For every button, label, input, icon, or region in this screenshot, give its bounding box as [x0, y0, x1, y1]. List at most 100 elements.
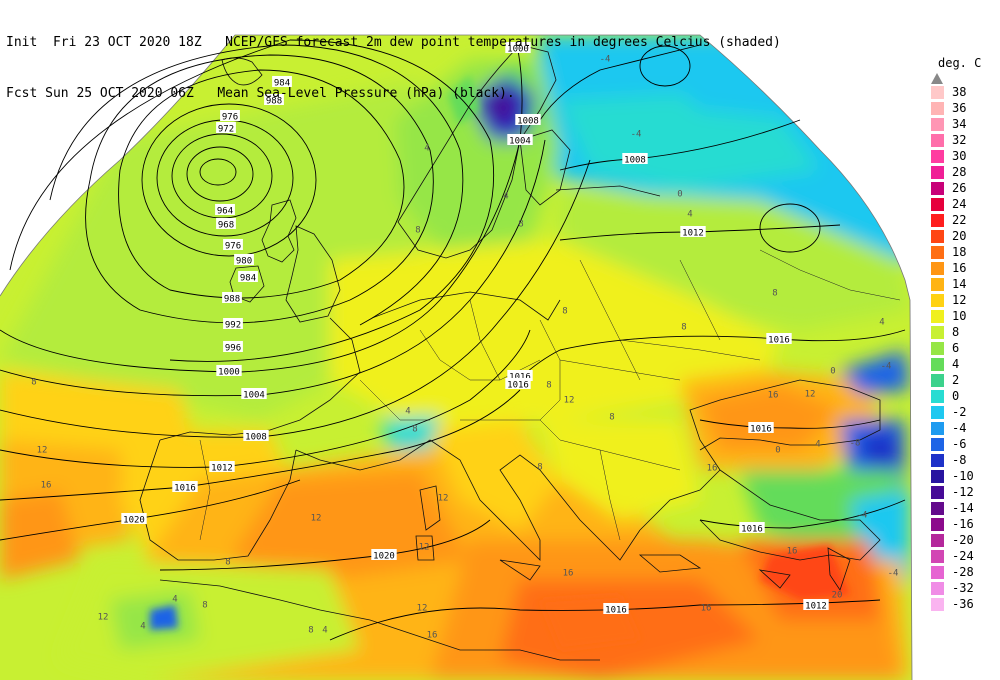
- dewpoint-label: 16: [427, 631, 438, 641]
- legend-label: 26: [952, 181, 967, 195]
- legend-overflow-triangle-icon: [931, 73, 943, 84]
- legend-swatch: [931, 438, 944, 451]
- isobar-label-box: [748, 422, 774, 433]
- dewpoint-label: 8: [308, 626, 313, 636]
- isobar-label: 1000: [507, 45, 529, 55]
- dewpoint-label: 4: [140, 622, 145, 632]
- isobar-label-box: [215, 204, 235, 215]
- header-line-2: Fcst Sun 25 OCT 2020 06Z Mean Sea-Level …: [6, 86, 515, 101]
- legend-swatch: [931, 278, 944, 291]
- legend-swatch: [931, 310, 944, 323]
- legend-label: 12: [952, 293, 967, 307]
- dewpoint-label: 12: [419, 543, 430, 553]
- isobar-label-box: [603, 603, 629, 614]
- isobar-label-box: [243, 430, 269, 441]
- legend-label: 34: [952, 117, 967, 131]
- legend-label: 8: [952, 325, 960, 339]
- dewpoint-label: 0: [677, 190, 682, 200]
- isobar-label: 964: [217, 207, 233, 217]
- isobar-label: 992: [225, 321, 241, 331]
- legend-item: -32: [928, 580, 998, 596]
- legend-item: 20: [928, 228, 998, 244]
- dewpoint-label: 12: [564, 396, 575, 406]
- legend-swatch: [931, 326, 944, 339]
- isobar-label-box: [680, 226, 706, 237]
- isobar-label-box: [241, 388, 267, 399]
- legend-swatch: [931, 182, 944, 195]
- isobar-label: 1012: [805, 602, 827, 612]
- legend-item: 32: [928, 132, 998, 148]
- dewpoint-label: 4: [405, 407, 410, 417]
- isobar-label: 1016: [509, 373, 531, 383]
- legend-label: 6: [952, 341, 960, 355]
- isobar-label-box: [371, 549, 397, 560]
- legend-label: -6: [952, 437, 967, 451]
- legend-label: 4: [952, 357, 960, 371]
- legend-item: 14: [928, 276, 998, 292]
- isobar-label: 1016: [750, 425, 772, 435]
- isobar-label-box: [515, 114, 541, 125]
- dewpoint-label: 4: [687, 210, 692, 220]
- dewpoint-label: 0: [775, 446, 780, 456]
- dewpoint-label: 16: [701, 604, 712, 614]
- isobar-label-box: [216, 365, 242, 376]
- legend-item: 26: [928, 180, 998, 196]
- dewpoint-label: 4: [503, 192, 508, 202]
- isobar-label-box: [223, 239, 243, 250]
- legend-swatch: [931, 118, 944, 131]
- legend-label: 14: [952, 277, 967, 291]
- legend-swatch: [931, 374, 944, 387]
- isobar-label-box: [222, 292, 242, 303]
- isobar-labels: 984 988 976 972 964 968 976 980 984 988 992 996 1000…: [121, 42, 829, 616]
- dewpoint-label: 12: [438, 494, 449, 504]
- legend-swatch: [931, 246, 944, 259]
- legend-swatch: [931, 342, 944, 355]
- isobar-label-box: [766, 333, 792, 344]
- legend-swatch: [931, 566, 944, 579]
- legend-item: 6: [928, 340, 998, 356]
- legend-swatch: [931, 358, 944, 371]
- dewpoint-label: 16: [563, 569, 574, 579]
- legend-label: 10: [952, 309, 967, 323]
- dewpoint-label: 16: [768, 391, 779, 401]
- dewpoint-label: 8: [518, 220, 523, 230]
- legend-swatch: [931, 198, 944, 211]
- dewpoint-label: 12: [98, 613, 109, 623]
- legend-unit: deg. C: [938, 56, 982, 70]
- legend-label: -16: [952, 517, 974, 531]
- map-header: Init Fri 23 OCT 2020 18Z NCEP/GFS foreca…: [6, 0, 781, 119]
- legend-swatch: [931, 86, 944, 99]
- isobar-label-box: [505, 378, 531, 389]
- legend-swatch: [931, 262, 944, 275]
- dewpoint-label: 8: [225, 558, 230, 568]
- dewpoint-label: 8: [537, 463, 542, 473]
- isobars: [0, 39, 906, 641]
- isobar-label-box: [264, 94, 284, 105]
- isobar-label-box: [238, 271, 258, 282]
- dewpoint-label: -4: [857, 511, 868, 521]
- legend-item: 4: [928, 356, 998, 372]
- legend-swatch: [931, 406, 944, 419]
- isobar-label-box: [209, 461, 235, 472]
- legend-swatch: [931, 390, 944, 403]
- legend-item: -6: [928, 436, 998, 452]
- legend-item: 2: [928, 372, 998, 388]
- legend-swatch: [931, 102, 944, 115]
- legend-item: -14: [928, 500, 998, 516]
- isobar-label-box: [220, 110, 240, 121]
- isobar-label: 984: [240, 274, 256, 284]
- isobar-label: 1004: [509, 137, 531, 147]
- legend-label: -36: [952, 597, 974, 611]
- isobar-label-box: [505, 42, 531, 53]
- isobar-label-box: [121, 513, 147, 524]
- legend-swatch: [931, 422, 944, 435]
- isobar-label: 976: [225, 242, 241, 252]
- dewpoint-label: 16: [707, 464, 718, 474]
- isobar-label-box: [216, 218, 236, 229]
- legend-label: 18: [952, 245, 967, 259]
- legend-item: -12: [928, 484, 998, 500]
- isobar-label: 1008: [517, 117, 539, 127]
